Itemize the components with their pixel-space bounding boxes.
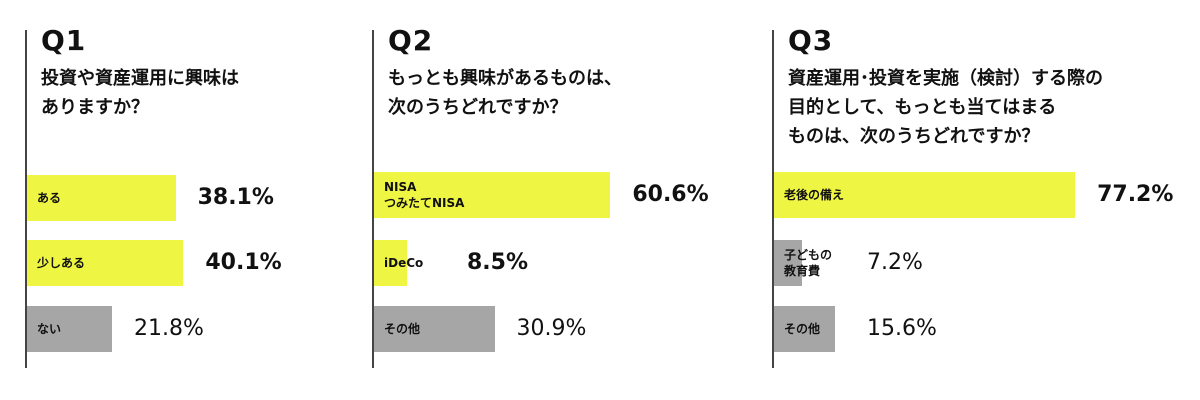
question-text: 資産運用･投資を実施（検討）する際の 目的として、もっとも当てはまる ものは、次… xyxy=(788,68,1103,147)
category-label: iDeCo xyxy=(384,256,424,270)
bar-2 xyxy=(27,240,184,286)
value-label: 8.5% xyxy=(467,250,529,275)
value-label: 7.2% xyxy=(867,250,923,275)
axis-line xyxy=(772,30,774,368)
category-label: ない xyxy=(37,322,62,336)
bar-3 xyxy=(27,306,113,352)
chart-panel-2: Q2 もっとも興味があるものは、 次のうちどれですか？ NISA つみたてNISA 6… xyxy=(372,0,772,400)
category-label: NISA つみたてNISA xyxy=(384,180,465,210)
bar-1 xyxy=(774,172,1076,218)
axis-line xyxy=(25,30,27,368)
question-text: 投資や資産運用に興味は ありますか？ xyxy=(41,68,239,118)
axis-line xyxy=(372,30,374,368)
chart-panel-1: Q1 投資や資産運用に興味は ありますか？ ある 38.1% 少しある 40.1% ない 21… xyxy=(25,0,425,400)
bar-2 xyxy=(374,240,408,286)
category-label: その他 xyxy=(784,322,821,336)
question-number: Q1 xyxy=(41,24,87,57)
value-label: 38.1% xyxy=(197,185,274,210)
bar-3 xyxy=(774,306,835,352)
bar-3 xyxy=(374,306,495,352)
category-label: 老後の備え xyxy=(784,188,845,202)
value-label: 30.9% xyxy=(516,316,587,341)
value-label: 21.8% xyxy=(134,316,204,341)
category-label: ある xyxy=(37,191,62,205)
bar-2 xyxy=(774,240,803,286)
category-label: 少しある xyxy=(37,256,86,270)
bar-1 xyxy=(27,175,176,221)
value-label: 77.2% xyxy=(1097,182,1174,207)
category-label: 子どもの 教育費 xyxy=(784,248,833,278)
chart-panel-3: Q3 資産運用･投資を実施（検討）する際の 目的として、もっとも当てはまる ものは… xyxy=(772,0,1174,400)
question-number: Q2 xyxy=(388,24,434,57)
value-label: 60.6% xyxy=(632,182,709,207)
question-text: もっとも興味があるものは、 次のうちどれですか？ xyxy=(388,68,622,118)
value-label: 15.6% xyxy=(867,316,937,341)
bar-1 xyxy=(374,172,611,218)
category-label: その他 xyxy=(384,322,421,336)
question-number: Q3 xyxy=(788,24,834,57)
value-label: 40.1% xyxy=(205,250,282,275)
